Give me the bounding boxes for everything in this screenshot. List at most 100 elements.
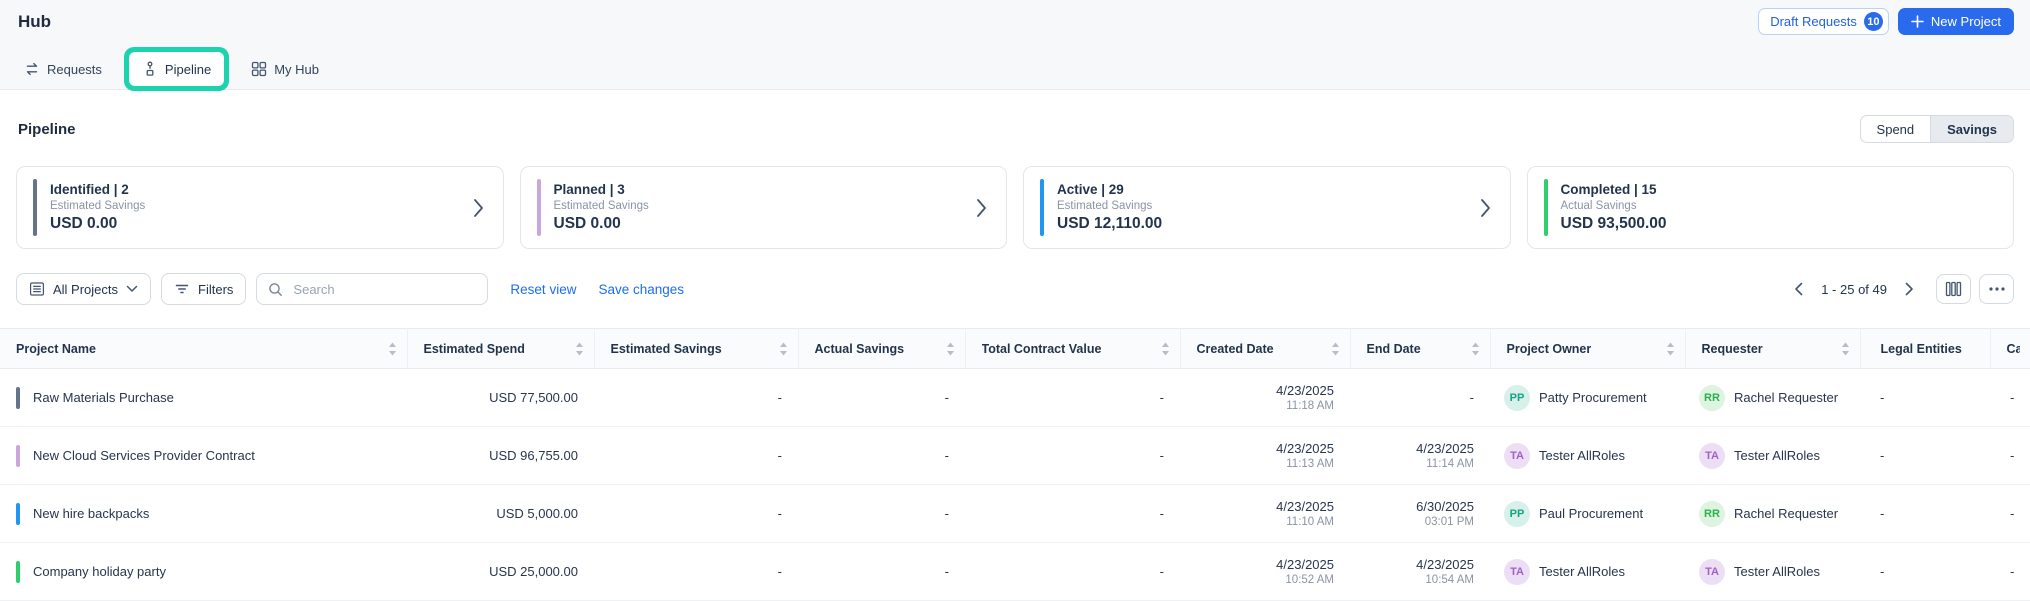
sort-icon[interactable] (575, 342, 584, 356)
tab-pipeline-label: Pipeline (164, 61, 212, 77)
table-row[interactable]: New Cloud Services Provider Contract USD… (0, 426, 2030, 485)
stage-card-completed[interactable]: Completed | 15 Actual Savings USD 93,500… (1526, 166, 2014, 249)
new-project-label: New Project (1930, 14, 2001, 29)
avatar: RR (1699, 500, 1725, 527)
project-name[interactable]: New Cloud Services Provider Contract (33, 448, 255, 463)
pagination-next-icon[interactable] (1903, 280, 1916, 298)
date: 4/23/2025 (1416, 557, 1474, 572)
project-filter-dropdown[interactable]: All Projects (16, 273, 152, 305)
toggle-spend[interactable]: Spend (1876, 121, 1915, 137)
date: 4/23/2025 (1276, 383, 1334, 398)
table-row[interactable]: New hire backpacks USD 5,000.00 - - - 4/… (0, 484, 2030, 543)
stage-value: USD 0.00 (50, 215, 118, 232)
column-header-requester[interactable]: Requester (1685, 328, 1861, 369)
legal-entities-cell: - (1860, 484, 1990, 543)
column-header-actual-savings[interactable]: Actual Savings (798, 328, 966, 369)
stage-card-active[interactable]: Active | 29 Estimated Savings USD 12,110… (1023, 166, 1511, 249)
row-stage-accent-bar (16, 560, 20, 583)
stage-accent-bar (1543, 179, 1548, 236)
stage-card-planned[interactable]: Planned | 3 Estimated Savings USD 0.00 (519, 166, 1007, 249)
sort-icon[interactable] (946, 342, 955, 356)
project-name[interactable]: New hire backpacks (33, 506, 150, 521)
column-header-estimated-spend[interactable]: Estimated Spend (407, 328, 595, 369)
sort-icon[interactable] (1841, 342, 1850, 356)
actual-savings-cell: - (798, 542, 965, 601)
pagination-label: 1 - 25 of 49 (1821, 281, 1887, 297)
stage-metric-label: Actual Savings (1560, 200, 1637, 212)
column-header-estimated-savings[interactable]: Estimated Savings (594, 328, 799, 369)
table-header-row: Project Name Estimated Spend Estimated S… (0, 328, 2030, 369)
toggle-savings[interactable]: Savings (1930, 116, 2013, 142)
search-input[interactable] (291, 280, 477, 298)
row-stage-accent-bar (16, 444, 20, 467)
table-row[interactable]: Raw Materials Purchase USD 77,500.00 - -… (0, 368, 2030, 427)
date: 4/23/2025 (1276, 557, 1334, 572)
pagination-prev-icon[interactable] (1792, 280, 1805, 298)
estimated-savings-cell: - (594, 542, 798, 601)
draft-requests-label: Draft Requests (1770, 14, 1857, 29)
sort-icon[interactable] (1471, 342, 1480, 356)
project-owner-cell: TA Tester AllRoles (1490, 542, 1685, 601)
sort-icon[interactable] (1331, 342, 1340, 356)
category-cell: - (1990, 542, 2030, 601)
stage-title: Identified | 2 (50, 182, 129, 197)
new-project-button[interactable]: New Project (1897, 8, 2014, 35)
project-filter-label: All Projects (53, 281, 119, 297)
top-bar: Hub Draft Requests 10 New Project Reques… (0, 0, 2030, 91)
sort-icon[interactable] (1161, 342, 1170, 356)
end-date-cell: 4/23/2025 10:54 AM (1350, 542, 1490, 601)
project-name[interactable]: Raw Materials Purchase (33, 390, 174, 405)
legal-entities-cell: - (1860, 426, 1990, 485)
pagination: 1 - 25 of 49 (1792, 280, 1916, 298)
stage-card-identified[interactable]: Identified | 2 Estimated Savings USD 0.0… (16, 166, 504, 249)
estimated-savings-cell: - (594, 368, 798, 427)
more-icon (1988, 287, 2005, 291)
column-header-created-date[interactable]: Created Date (1180, 328, 1351, 369)
row-stage-accent-bar (16, 386, 20, 409)
sort-icon[interactable] (1666, 342, 1675, 356)
tab-my-hub[interactable]: My Hub (241, 53, 329, 85)
chevron-right-icon[interactable] (469, 196, 487, 220)
avatar: TA (1504, 558, 1530, 585)
date: 6/30/2025 (1416, 499, 1474, 514)
more-options-button[interactable] (1979, 274, 2014, 304)
columns-settings-button[interactable] (1936, 274, 1971, 304)
column-header-legal-entities[interactable]: Legal Entities (1860, 328, 1991, 369)
stage-title: Planned | 3 (553, 182, 625, 197)
avatar: TA (1699, 442, 1725, 469)
estimated-savings-cell: - (594, 484, 798, 543)
time: 11:14 AM (1426, 458, 1474, 470)
column-header-category[interactable]: Cat (1990, 328, 2030, 369)
save-changes-link[interactable]: Save changes (598, 281, 685, 297)
chevron-right-icon[interactable] (1476, 196, 1494, 220)
avatar: RR (1699, 384, 1725, 411)
filters-button[interactable]: Filters (161, 273, 247, 305)
draft-requests-button[interactable]: Draft Requests 10 (1758, 8, 1889, 35)
actual-savings-cell: - (798, 484, 965, 543)
column-header-end-date[interactable]: End Date (1350, 328, 1491, 369)
time: 11:10 AM (1286, 516, 1334, 528)
date: 4/23/2025 (1276, 499, 1334, 514)
date: 4/23/2025 (1276, 441, 1334, 456)
requester-cell: TA Tester AllRoles (1685, 542, 1860, 601)
sort-icon[interactable] (779, 342, 788, 356)
tab-pipeline[interactable]: Pipeline (128, 52, 225, 86)
tab-requests[interactable]: Requests (14, 53, 112, 85)
stage-value: USD 0.00 (553, 215, 621, 232)
sort-icon[interactable] (388, 342, 397, 356)
column-header-project-name[interactable]: Project Name (0, 328, 408, 369)
project-name[interactable]: Company holiday party (33, 564, 166, 579)
column-header-project-owner[interactable]: Project Owner (1490, 328, 1686, 369)
avatar: PP (1504, 384, 1530, 411)
chevron-right-icon[interactable] (972, 196, 990, 220)
column-header-total-contract-value[interactable]: Total Contract Value (965, 328, 1181, 369)
reset-view-link[interactable]: Reset view (510, 281, 577, 297)
created-date-cell: 4/23/2025 11:10 AM (1180, 484, 1350, 543)
person-name: Tester AllRoles (1539, 448, 1625, 463)
table-row[interactable]: Company holiday party USD 25,000.00 - - … (0, 542, 2030, 601)
search-icon (268, 282, 283, 297)
stage-title: Completed | 15 (1560, 182, 1657, 197)
requester-cell: TA Tester AllRoles (1685, 426, 1860, 485)
end-date-cell: 6/30/2025 03:01 PM (1350, 484, 1490, 543)
estimated-spend-cell: USD 5,000.00 (407, 484, 594, 543)
